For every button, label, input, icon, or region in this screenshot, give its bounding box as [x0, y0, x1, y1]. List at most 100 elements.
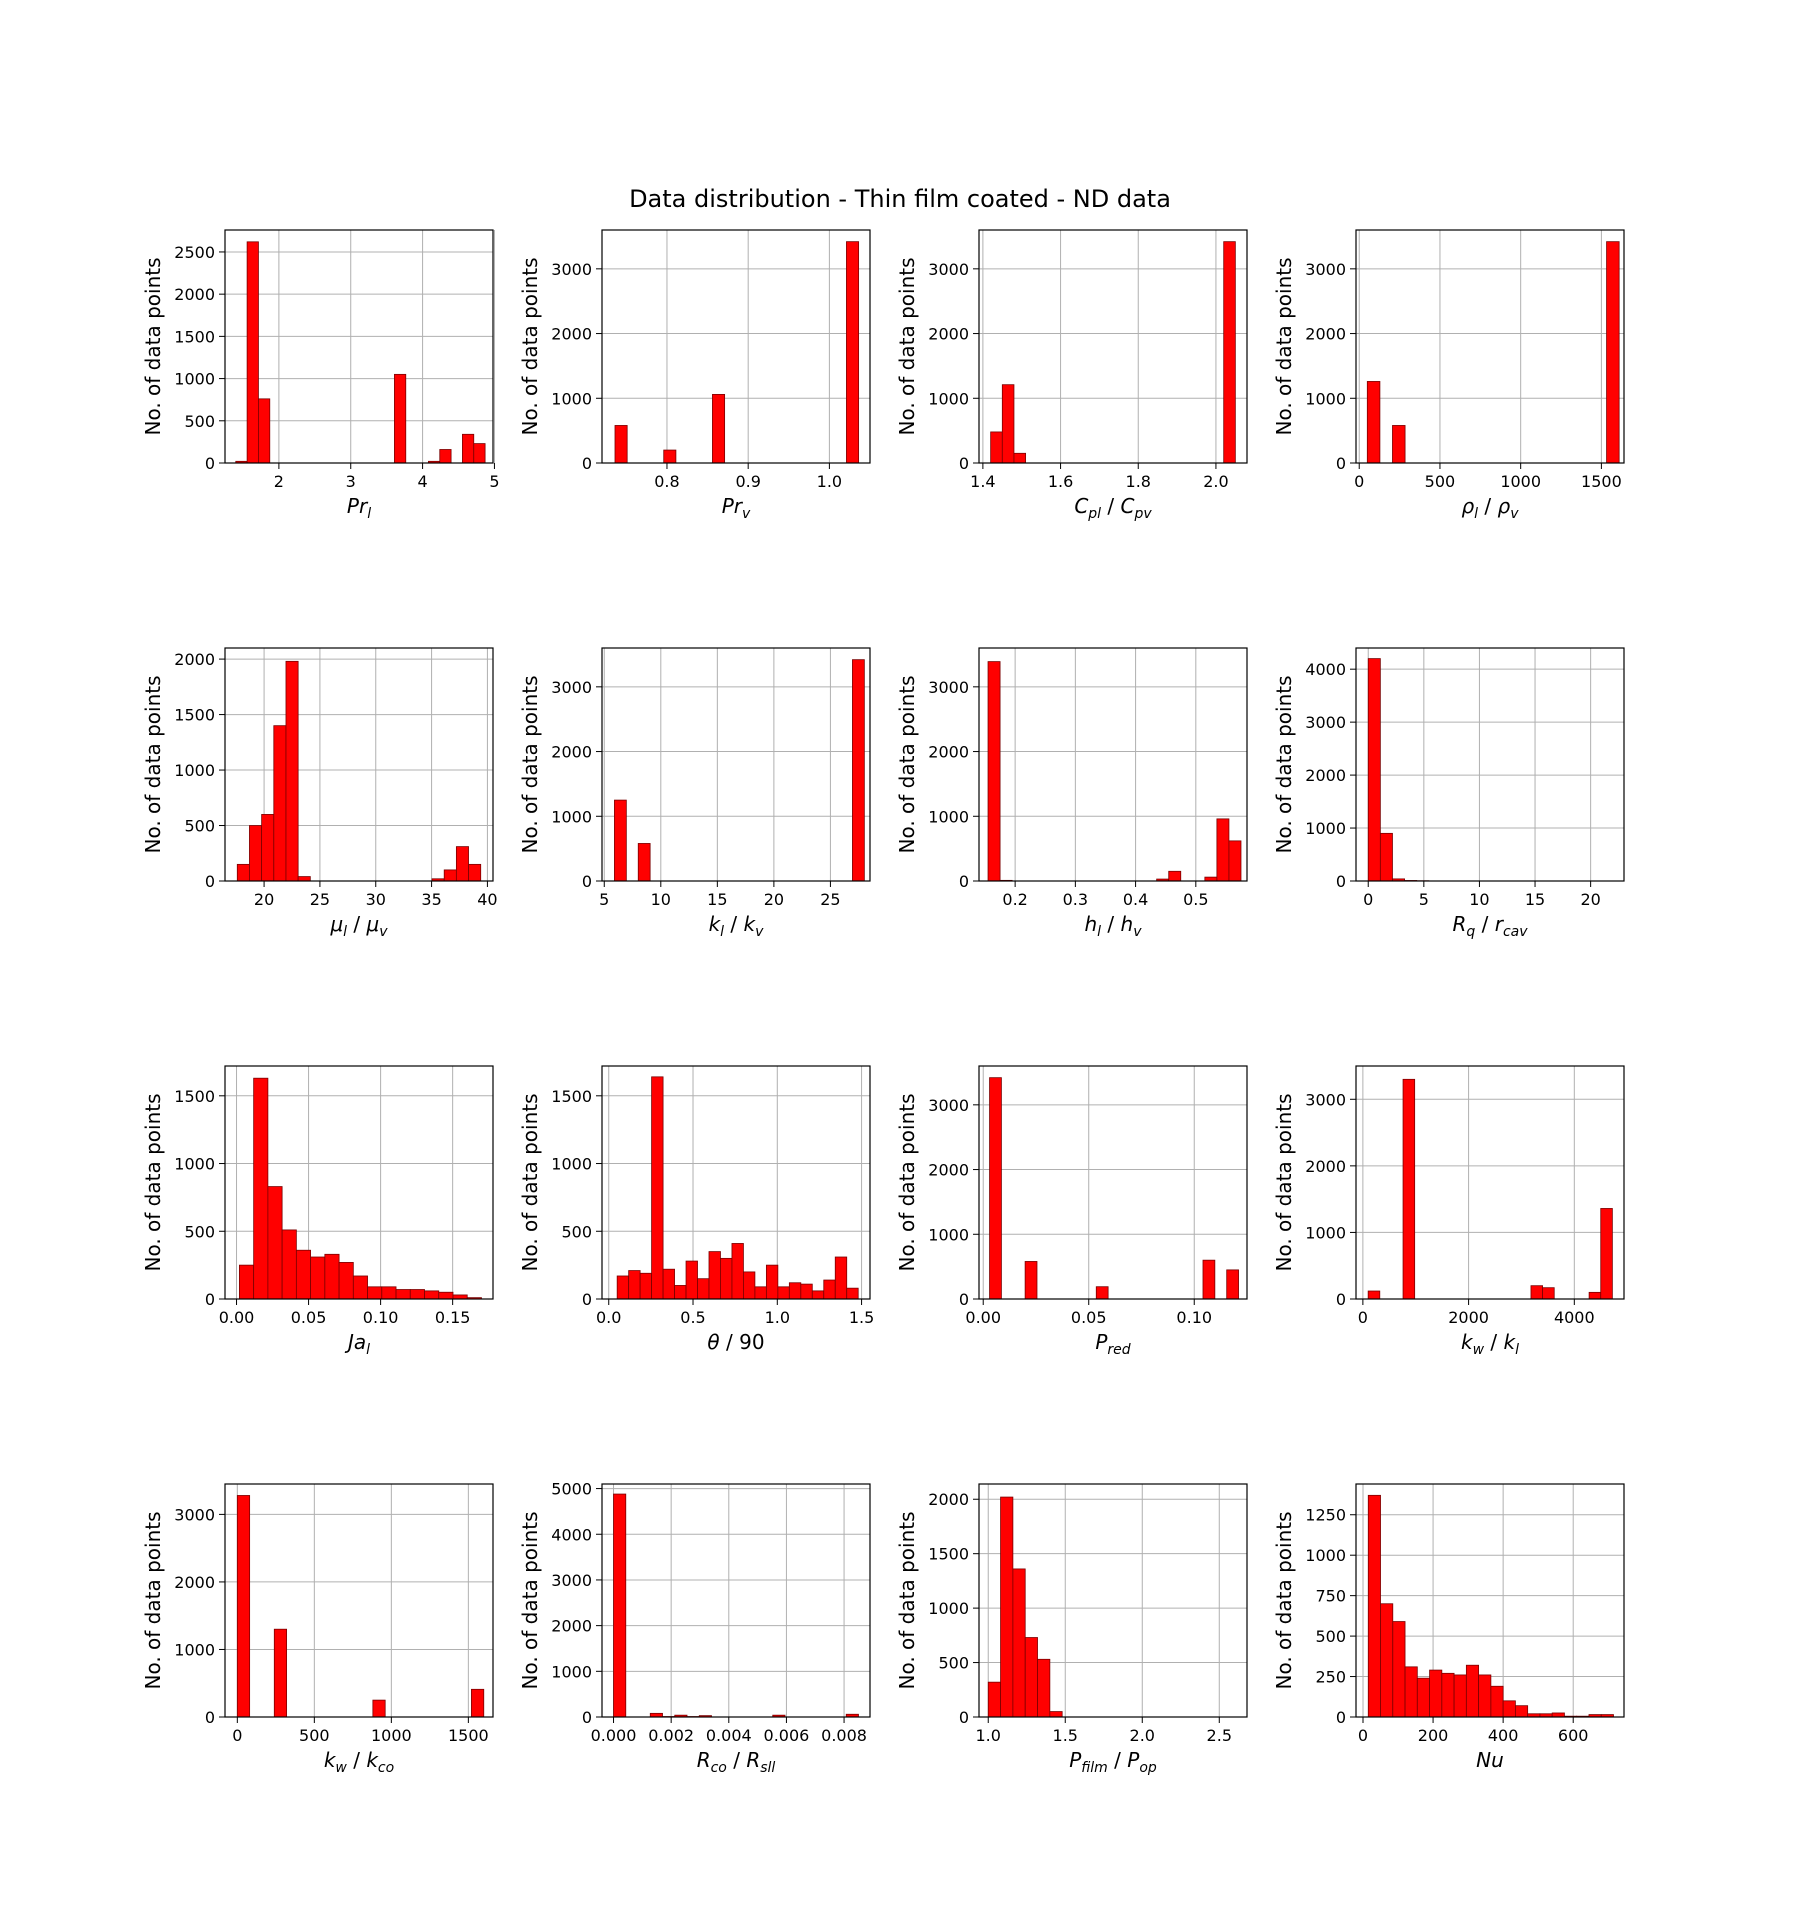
- x-tick-label: 0.004: [706, 1726, 752, 1745]
- histogram-bar: [1024, 1637, 1038, 1718]
- y-tick-label: 1000: [1305, 389, 1346, 408]
- y-axis-label: No. of data points: [141, 257, 165, 435]
- axes-frame: [601, 229, 871, 464]
- x-tick-label: 500: [299, 1726, 330, 1745]
- histogram-bar: [249, 825, 263, 882]
- histogram-bar: [1001, 384, 1015, 464]
- histogram-bar: [685, 1260, 698, 1300]
- x-tick-label: 20: [764, 890, 784, 909]
- y-tick-label: 1500: [928, 1545, 969, 1564]
- y-tick-label: 3000: [928, 1096, 969, 1115]
- histogram-bar: [236, 863, 250, 882]
- histogram-bar: [1502, 1700, 1516, 1718]
- y-axis-label: No. of data points: [1272, 675, 1296, 853]
- y-tick-label: 2000: [928, 1161, 969, 1180]
- histogram-bar: [1530, 1285, 1543, 1300]
- histogram-bar: [443, 869, 457, 882]
- histogram-bar: [663, 449, 677, 464]
- x-tick-label: 0.002: [648, 1726, 694, 1745]
- x-tick-label: 500: [1425, 472, 1456, 491]
- x-tick-label: 35: [421, 890, 441, 909]
- y-tick-label: 3000: [1305, 713, 1346, 732]
- y-tick-label: 2000: [928, 1490, 969, 1509]
- y-tick-label: 0: [959, 1290, 969, 1309]
- histogram-bar: [1392, 1621, 1406, 1718]
- y-tick-label: 0: [1336, 454, 1346, 473]
- histogram-panel-16: 0 200 400 600 0 250 500 750 1000 1250 No. of data …: [1272, 1483, 1625, 1772]
- histogram-bar: [372, 1699, 386, 1718]
- histogram-bar: [258, 398, 271, 464]
- y-tick-label: 3000: [928, 260, 969, 279]
- y-axis-label: No. of data points: [1272, 1093, 1296, 1271]
- histogram-bar: [273, 1628, 288, 1718]
- histogram-bar: [1380, 1603, 1394, 1718]
- x-tick-label: 0.5: [680, 1308, 705, 1327]
- axes-frame: [978, 229, 1248, 464]
- histogram-bar: [616, 1275, 630, 1300]
- y-tick-label: 500: [1315, 1627, 1346, 1646]
- histogram-panel-7: 0.2 0.3 0.4 0.5 0 1000 2000 3000 No. of data poi…: [895, 647, 1248, 940]
- histogram-bar: [1514, 1705, 1529, 1718]
- histogram-bar: [236, 1495, 251, 1718]
- x-tick-label: 1000: [1500, 472, 1541, 491]
- histogram-bar: [1542, 1287, 1555, 1300]
- y-tick-label: 0: [1336, 1290, 1346, 1309]
- x-tick-label: 0.006: [764, 1726, 810, 1745]
- histogram-bar: [765, 1264, 779, 1300]
- axes-frame: [978, 1065, 1248, 1300]
- y-axis-label: No. of data points: [518, 257, 542, 435]
- histogram-bar: [990, 431, 1003, 464]
- x-tick-label: 5: [1419, 890, 1429, 909]
- axes-frame: [1355, 229, 1625, 464]
- histogram-bar: [438, 1291, 454, 1300]
- x-tick-label: 200: [1418, 1726, 1449, 1745]
- x-tick-label: 5: [489, 472, 499, 491]
- y-tick-label: 1000: [551, 1662, 592, 1681]
- histogram-bar: [1402, 1078, 1416, 1300]
- histogram-panel-3: 1.4 1.6 1.8 2.0 0 1000 2000 3000 No. of data poi…: [895, 229, 1248, 522]
- histogram-bar: [1366, 381, 1381, 464]
- x-tick-label: 0: [232, 1726, 242, 1745]
- histogram-bar: [651, 1076, 664, 1300]
- y-axis-label: No. of data points: [1272, 257, 1296, 435]
- x-tick-label: 0.05: [291, 1308, 327, 1327]
- x-tick-label: 0: [1358, 1726, 1368, 1745]
- y-tick-label: 3000: [551, 678, 592, 697]
- x-tick-label: 0.5: [1183, 890, 1208, 909]
- histogram-bar: [452, 1294, 468, 1300]
- y-axis-label: No. of data points: [518, 1093, 542, 1271]
- histogram-bar: [731, 1243, 744, 1300]
- y-tick-label: 2000: [928, 743, 969, 762]
- x-tick-label: 40: [477, 890, 497, 909]
- x-axis-label: kw / kl: [1461, 1330, 1519, 1358]
- histogram-bar: [846, 241, 860, 464]
- x-axis-label: Nu: [1476, 1748, 1504, 1772]
- y-tick-label: 1500: [174, 327, 215, 346]
- y-tick-label: 1000: [928, 807, 969, 826]
- x-tick-label: 0.4: [1123, 890, 1148, 909]
- axes-frame: [601, 1483, 871, 1718]
- x-tick-label: 3: [346, 472, 356, 491]
- x-tick-label: 2.0: [1203, 472, 1228, 491]
- histogram-bar: [614, 425, 628, 464]
- x-tick-label: 600: [1558, 1726, 1589, 1745]
- x-tick-label: 2000: [1448, 1308, 1489, 1327]
- histogram-bar: [662, 1268, 675, 1300]
- histogram-bar: [1551, 1712, 1565, 1718]
- axes-frame: [224, 229, 494, 464]
- histogram-bar: [338, 1262, 354, 1300]
- y-tick-label: 1000: [551, 807, 592, 826]
- y-tick-label: 0: [959, 454, 969, 473]
- histogram-bar: [754, 1286, 767, 1300]
- y-tick-label: 0: [582, 1290, 592, 1309]
- y-axis-label: No. of data points: [1272, 1511, 1296, 1689]
- x-tick-label: 4000: [1554, 1308, 1595, 1327]
- x-axis-label: Rco / Rsll: [697, 1748, 776, 1776]
- axes-frame: [224, 1065, 494, 1300]
- y-tick-label: 1000: [928, 1225, 969, 1244]
- axes-frame: [224, 647, 494, 882]
- x-tick-label: 1.4: [970, 472, 995, 491]
- histogram-panel-2: 0.8 0.9 1.0 0 1000 2000 3000 No. of data points…: [518, 229, 871, 522]
- histogram-bar: [987, 1681, 1001, 1718]
- y-tick-label: 0: [1336, 872, 1346, 891]
